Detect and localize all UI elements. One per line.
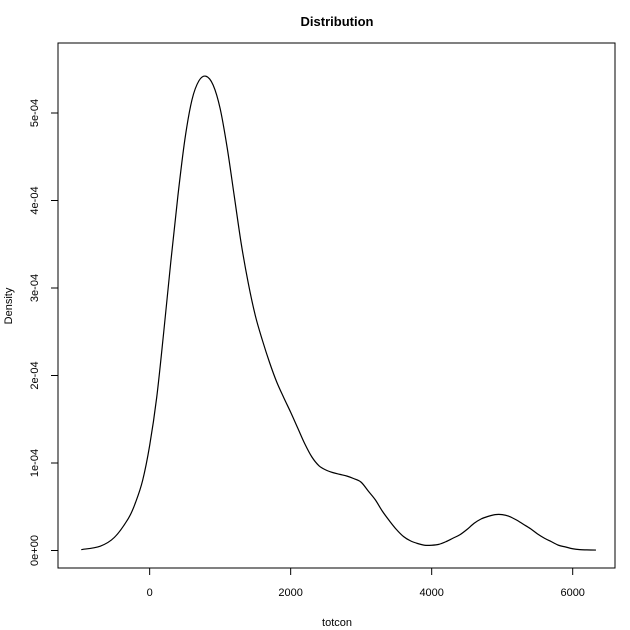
y-tick-label: 1e-04	[29, 449, 41, 477]
x-tick-label: 2000	[278, 587, 302, 599]
y-tick-label: 0e+00	[29, 535, 41, 566]
y-tick-label: 2e-04	[29, 361, 41, 389]
y-tick-label: 5e-04	[29, 99, 41, 127]
chart-title: Distribution	[301, 14, 374, 29]
y-tick-label: 4e-04	[29, 186, 41, 214]
y-axis-title: Density	[3, 287, 15, 324]
x-axis-title: totcon	[322, 617, 352, 629]
x-tick-label: 0	[147, 587, 153, 599]
x-axis: 0 2000 4000 6000	[147, 567, 585, 599]
density-line	[81, 75, 596, 551]
y-tick-label: 3e-04	[29, 274, 41, 302]
y-axis: 0e+00 1e-04 2e-04 3e-04 4e-04 5e-04	[29, 99, 59, 566]
x-tick-label: 6000	[560, 587, 584, 599]
x-tick-label: 4000	[419, 587, 443, 599]
